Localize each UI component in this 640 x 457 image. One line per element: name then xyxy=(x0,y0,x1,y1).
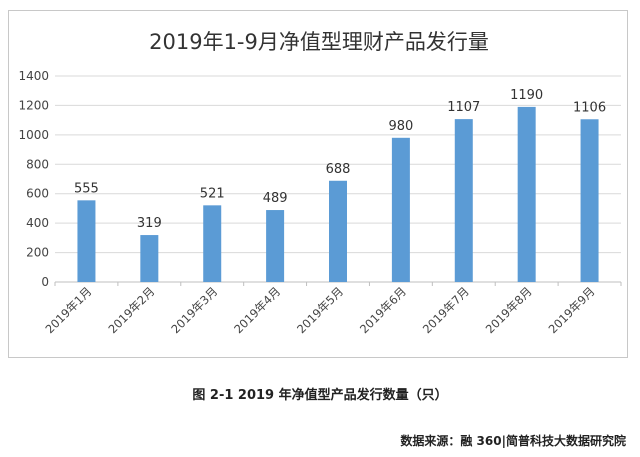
x-tick-label: 2019年5月 xyxy=(294,284,346,336)
x-tick-label: 2019年6月 xyxy=(357,284,409,336)
bar xyxy=(266,210,285,282)
data-label: 980 xyxy=(388,119,413,134)
bars xyxy=(77,106,599,283)
y-tick-label: 0 xyxy=(41,275,49,289)
y-tick-label: 400 xyxy=(26,216,49,230)
bar xyxy=(391,137,410,282)
data-label: 555 xyxy=(74,181,99,196)
data-label: 1190 xyxy=(510,88,543,103)
bar xyxy=(329,180,347,282)
bar-chart: 2019年1-9月净值型理财产品发行量 0 200 400 600 800 1000 120… xyxy=(18,30,622,336)
bar xyxy=(454,119,473,282)
y-tick-label: 1400 xyxy=(18,69,49,83)
data-label: 489 xyxy=(263,191,288,206)
chart-frame: 2019年1-9月净值型理财产品发行量 0 200 400 600 800 1000 120… xyxy=(8,10,628,358)
bar xyxy=(77,200,96,282)
bar xyxy=(517,106,536,283)
chart-title: 2019年1-9月净值型理财产品发行量 xyxy=(149,30,489,54)
source-note: 数据来源：融 360|简普科技大数据研究院 xyxy=(400,434,626,448)
figure-caption: 图 2-1 2019 年净值型产品发行数量（只） xyxy=(192,388,448,403)
x-tick-label: 2019年1月 xyxy=(43,284,95,336)
y-tick-label: 800 xyxy=(26,157,49,171)
data-label: 319 xyxy=(137,216,162,231)
x-tick-label: 2019年7月 xyxy=(420,284,472,336)
bar xyxy=(580,119,599,282)
y-tick-label: 600 xyxy=(26,187,49,201)
x-tick-label: 2019年3月 xyxy=(168,284,220,336)
data-label: 1106 xyxy=(573,100,606,115)
x-tick-label: 2019年4月 xyxy=(231,284,283,336)
y-tick-label: 200 xyxy=(26,246,49,260)
data-label: 521 xyxy=(200,186,225,201)
data-labels: 555 319 521 489 688 980 1107 1190 1106 xyxy=(74,88,606,231)
bar xyxy=(203,205,222,282)
y-tick-label: 1200 xyxy=(18,98,49,112)
x-tick-label: 2019年2月 xyxy=(105,284,157,336)
data-label: 688 xyxy=(326,162,351,177)
bar xyxy=(140,235,159,282)
x-tick-label: 2019年9月 xyxy=(546,284,598,336)
y-tick-label: 1000 xyxy=(18,128,49,142)
data-label: 1107 xyxy=(447,100,480,115)
x-tick-label: 2019年8月 xyxy=(483,284,535,336)
